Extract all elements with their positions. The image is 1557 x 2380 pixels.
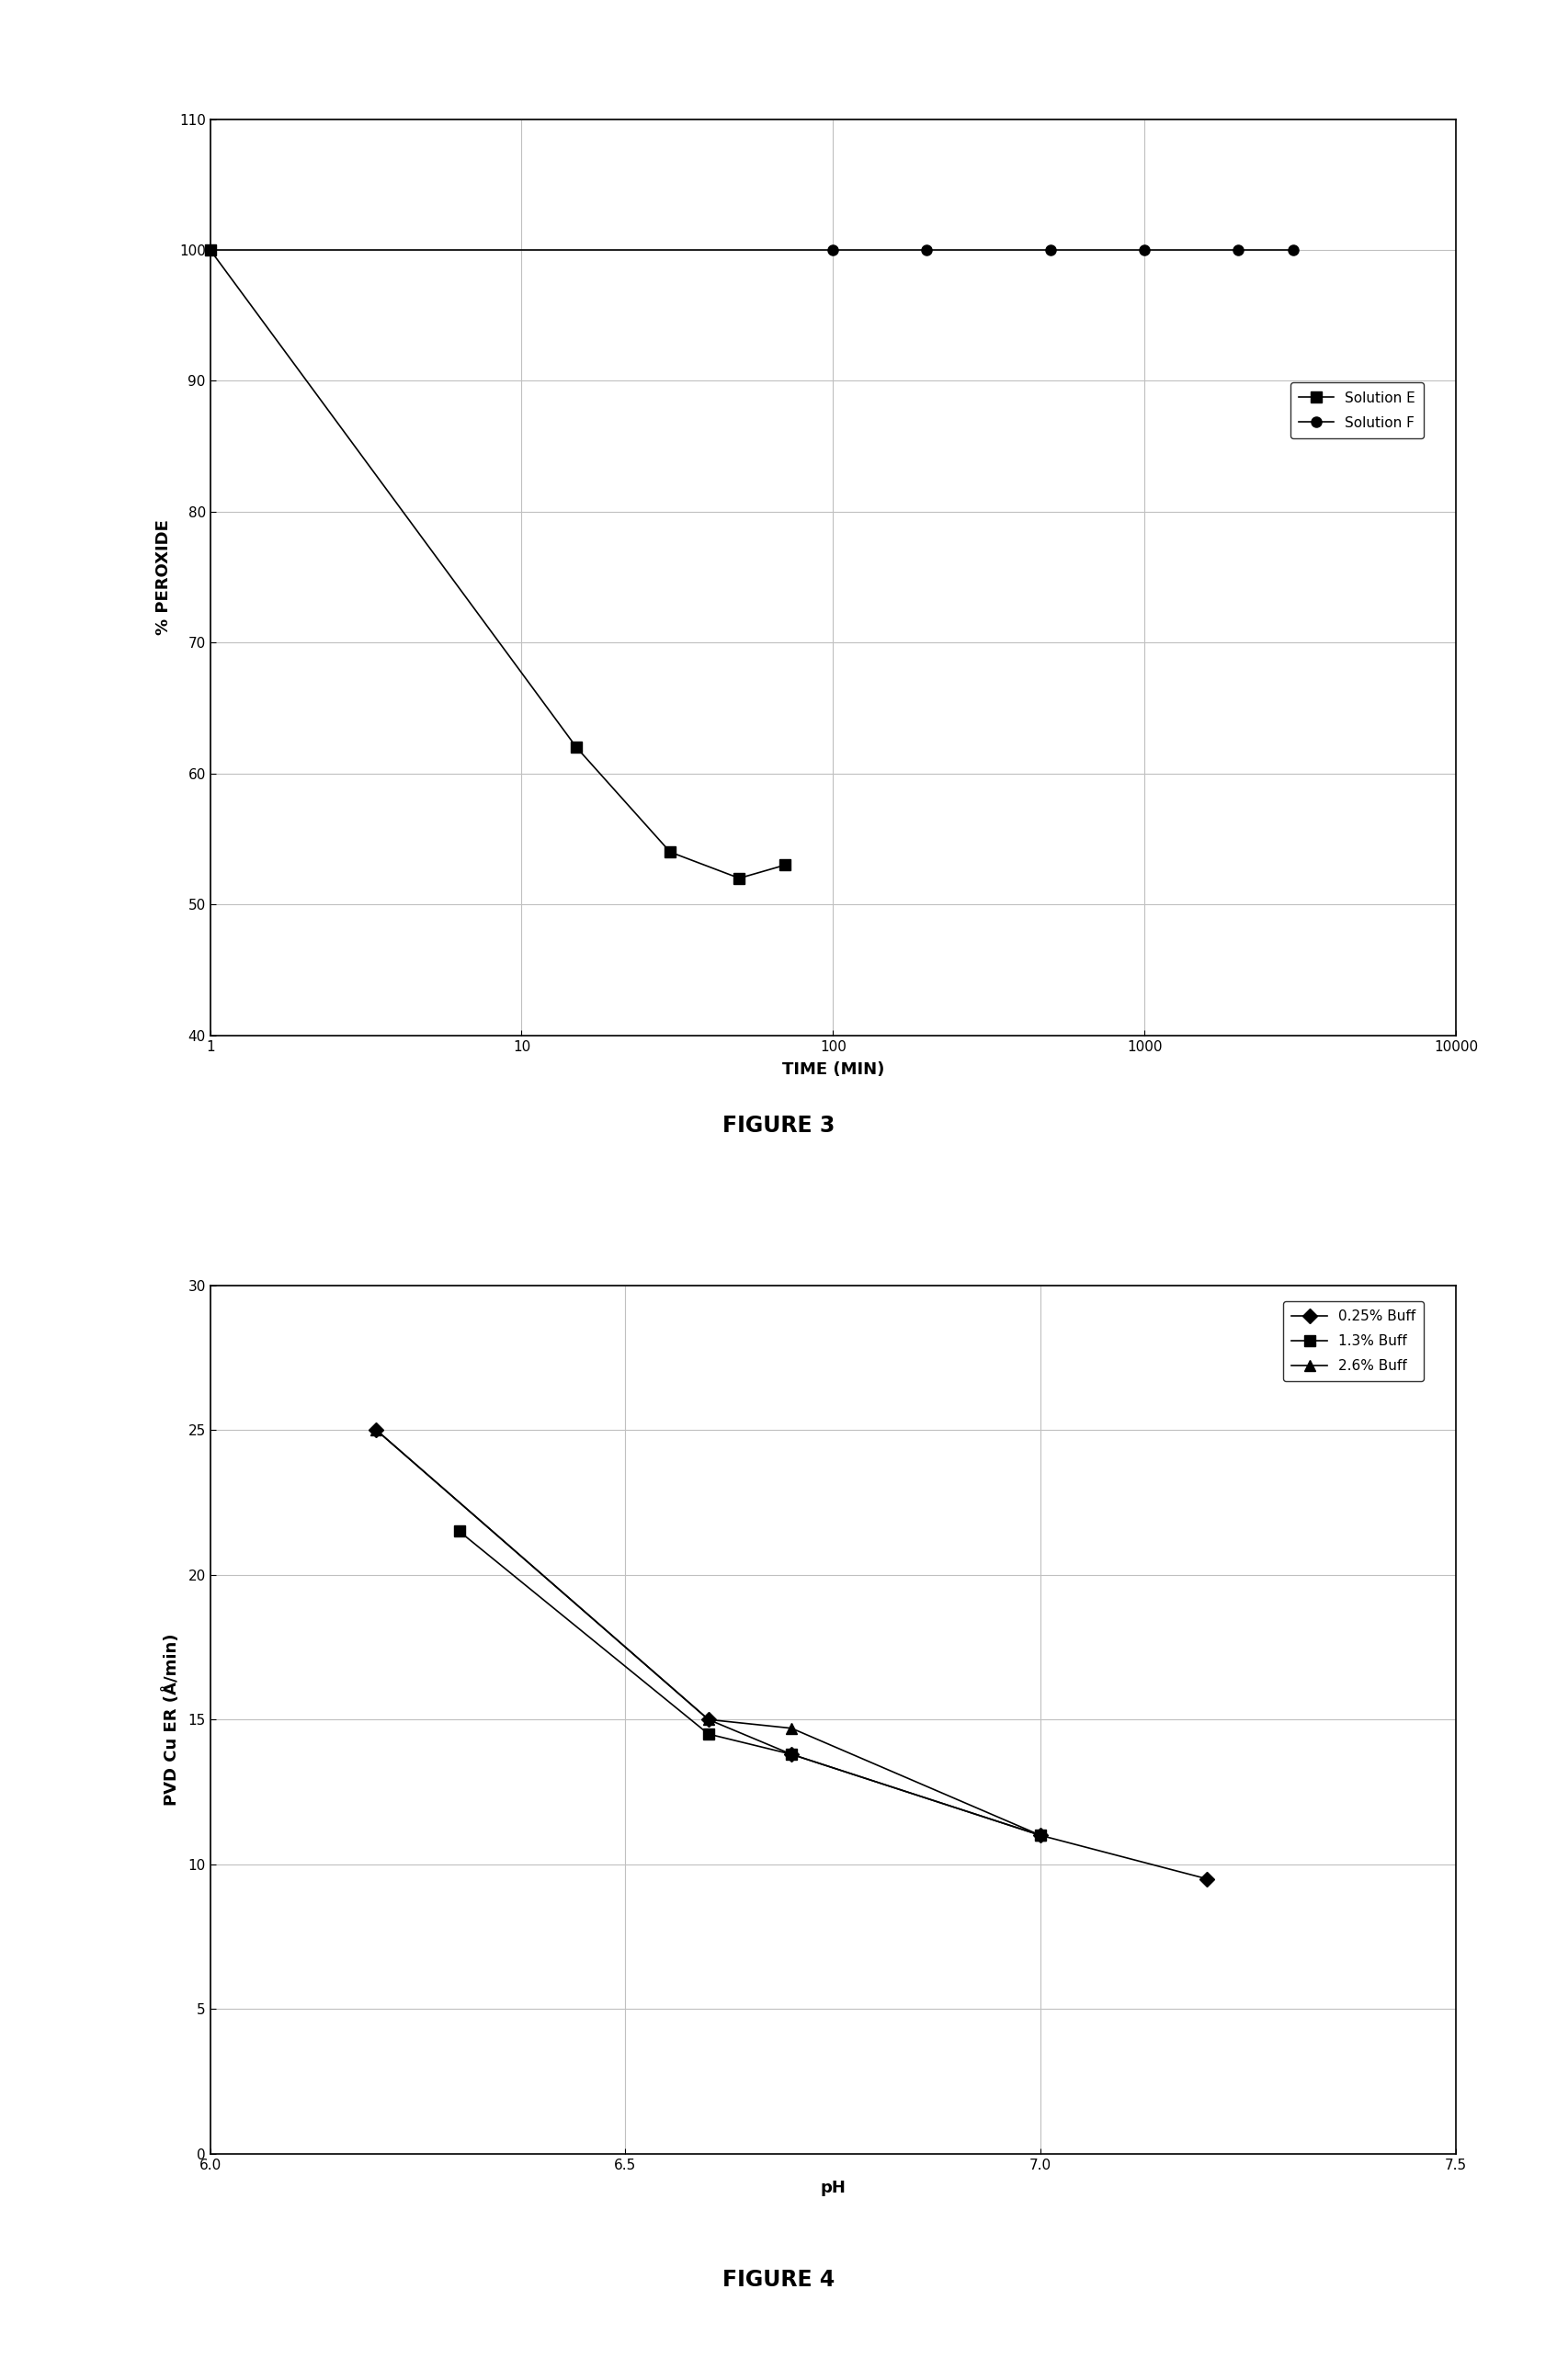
2.6% Buff: [367, 1416, 386, 1445]
Solution F: [824, 236, 842, 264]
0.25% Buff: [367, 1416, 386, 1445]
Y-axis label: PVD Cu ER (Å/min): PVD Cu ER (Å/min): [163, 1633, 181, 1806]
Line: 1.3% Buff: 1.3% Buff: [455, 1526, 1046, 1840]
Line: 2.6% Buff: 2.6% Buff: [371, 1426, 1046, 1840]
Solution E: [201, 236, 220, 264]
Legend: Solution E, Solution F: Solution E, Solution F: [1291, 383, 1423, 438]
Solution E: [775, 852, 794, 881]
Solution F: [1042, 236, 1060, 264]
Y-axis label: % PEROXIDE: % PEROXIDE: [156, 519, 171, 635]
X-axis label: TIME (MIN): TIME (MIN): [782, 1061, 884, 1078]
0.25% Buff: [1197, 1864, 1216, 1892]
Line: Solution E: Solution E: [206, 245, 789, 883]
Solution F: [917, 236, 936, 264]
2.6% Buff: [1031, 1821, 1049, 1849]
Text: FIGURE 4: FIGURE 4: [722, 2268, 835, 2292]
2.6% Buff: [699, 1704, 718, 1733]
Solution E: [730, 864, 749, 892]
1.3% Buff: [699, 1721, 718, 1749]
X-axis label: pH: pH: [821, 2180, 845, 2197]
Solution E: [660, 838, 679, 866]
Line: 0.25% Buff: 0.25% Buff: [371, 1426, 1211, 1885]
2.6% Buff: [782, 1714, 800, 1742]
Line: Solution F: Solution F: [206, 245, 1299, 255]
Solution F: [201, 236, 220, 264]
0.25% Buff: [782, 1740, 800, 1768]
Solution F: [1135, 236, 1154, 264]
1.3% Buff: [782, 1740, 800, 1768]
Solution F: [1283, 236, 1302, 264]
Legend: 0.25% Buff, 1.3% Buff, 2.6% Buff: 0.25% Buff, 1.3% Buff, 2.6% Buff: [1283, 1302, 1423, 1380]
Text: FIGURE 3: FIGURE 3: [722, 1114, 835, 1138]
0.25% Buff: [699, 1704, 718, 1733]
1.3% Buff: [1031, 1821, 1049, 1849]
1.3% Buff: [450, 1516, 469, 1545]
0.25% Buff: [1031, 1821, 1049, 1849]
Solution E: [567, 733, 585, 762]
Solution F: [1228, 236, 1247, 264]
